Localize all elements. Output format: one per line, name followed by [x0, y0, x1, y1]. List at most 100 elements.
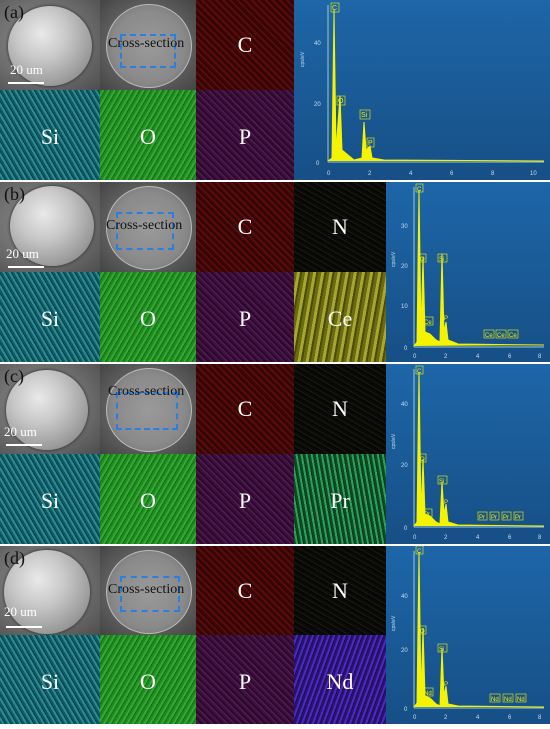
peak-label: O: [420, 629, 425, 635]
map-label: O: [140, 306, 156, 331]
eds-map-si: Si: [0, 454, 100, 544]
map-label: Pr: [330, 488, 350, 513]
eds-map-p: P: [196, 90, 294, 180]
x-tick: 8: [491, 171, 495, 177]
cross-section-image: Cross-section: [100, 364, 196, 454]
cross-section-label: Cross-section: [108, 384, 185, 399]
peak-label: P: [368, 140, 373, 147]
peak-label: C: [417, 187, 422, 193]
map-label: Si: [40, 306, 60, 331]
peak-label: O: [420, 257, 425, 263]
eds-spectrum: cps/eV 0 20 40 0 2 4 6 8 C O Si N Nd P N…: [386, 545, 550, 724]
eds-map-n: N: [294, 546, 386, 635]
spectrum-plot: cps/eV 0 10 20 30 0 2 4 6 8 C O Si N Ce …: [391, 183, 545, 360]
peak-label: C: [417, 549, 422, 555]
panel-b: (b) 20 um Cross-section C N Si O P Ce cp…: [0, 182, 550, 362]
y-tick: 40: [401, 594, 408, 600]
peak-label: Pr: [479, 515, 485, 521]
map-label: O: [140, 124, 156, 149]
x-tick: 6: [508, 354, 512, 360]
x-tick: 0: [327, 171, 331, 177]
y-tick: 30: [401, 224, 408, 230]
eds-map-p: P: [196, 454, 294, 544]
map-label: Si: [40, 124, 60, 149]
peak-label: Nd: [504, 697, 512, 703]
eds-map-ce: Ce: [294, 272, 386, 362]
y-tick: 20: [314, 102, 321, 108]
svg-text:cps/eV: cps/eV: [391, 251, 397, 267]
map-label: N: [332, 214, 348, 239]
x-tick: 4: [476, 715, 480, 721]
peak-label: P: [444, 316, 448, 322]
eds-spectrum: cps/eV 0 10 20 30 0 2 4 6 8 C O Si N Ce …: [386, 182, 550, 362]
cross-section-image: Cross-section: [100, 182, 196, 272]
y-tick: 20: [401, 648, 408, 654]
spectrum-plot: cps/eV 0 20 40 0 2 4 6 8 10 C O Si P: [300, 2, 545, 177]
y-tick: 10: [401, 304, 408, 310]
peak-label: P: [444, 500, 448, 506]
cross-section-label: Cross-section: [106, 218, 183, 233]
svg-text:cps/eV: cps/eV: [300, 51, 306, 67]
x-tick: 4: [476, 535, 480, 541]
x-tick: 2: [368, 171, 372, 177]
eds-map-si: Si: [0, 90, 100, 180]
cross-section-image: Cross-section: [100, 546, 196, 635]
map-label: P: [238, 124, 252, 149]
peak-label: Ce: [485, 333, 493, 339]
peak-label: Si: [439, 647, 444, 653]
eds-spectrum: cps/eV 0 20 40 0 2 4 6 8 C O Si N Pr P P…: [386, 364, 550, 544]
eds-map-c: C: [196, 364, 294, 454]
x-tick: 0: [413, 354, 417, 360]
map-label: O: [140, 669, 156, 694]
scale-label: 20 um: [4, 424, 37, 439]
map-label: P: [238, 669, 252, 694]
scale-label: 20 um: [4, 604, 37, 619]
x-tick: 4: [409, 171, 413, 177]
eds-map-c: C: [196, 0, 294, 90]
x-tick: 0: [413, 535, 417, 541]
map-label: Si: [40, 488, 60, 513]
svg-text:cps/eV: cps/eV: [391, 615, 397, 631]
map-label: P: [238, 488, 252, 513]
eds-map-si: Si: [0, 635, 100, 724]
eds-map-c: C: [196, 182, 294, 272]
x-tick: 2: [444, 354, 448, 360]
map-label: C: [237, 396, 253, 421]
y-tick: 40: [314, 41, 321, 47]
peak-label: N: [417, 692, 421, 698]
svg-text:cps/eV: cps/eV: [391, 433, 397, 449]
peak-label: C: [332, 5, 337, 12]
spectrum-plot: cps/eV 0 20 40 0 2 4 6 8 C O Si N Pr P P…: [391, 365, 545, 541]
y-tick: 0: [404, 346, 408, 352]
peak-label: Si: [439, 257, 444, 263]
eds-spectrum: cps/eV 0 20 40 0 2 4 6 8 10 C O Si P: [294, 0, 550, 180]
map-label: C: [237, 578, 253, 603]
y-tick: 0: [404, 526, 408, 532]
peak-label: Pr: [503, 515, 509, 521]
map-label: P: [238, 306, 252, 331]
x-tick: 4: [476, 354, 480, 360]
panel-a: (a) 20 um Cross-section C Si O P cps/eV …: [0, 0, 550, 180]
peak-label: O: [338, 98, 344, 105]
eds-map-nd: Nd: [294, 635, 386, 724]
panel-label: (b): [4, 184, 25, 204]
sem-sphere-image: (b) 20 um: [0, 182, 100, 272]
x-tick: 8: [538, 715, 542, 721]
peak-label: Si: [361, 112, 368, 119]
eds-map-o: O: [100, 635, 196, 724]
eds-map-p: P: [196, 272, 294, 362]
peak-label: Pr: [424, 512, 430, 518]
scale-label: 20 um: [6, 246, 39, 261]
peak-label: Si: [439, 479, 444, 485]
x-tick: 8: [538, 535, 542, 541]
x-tick: 6: [508, 715, 512, 721]
x-tick: 2: [444, 535, 448, 541]
map-label: Nd: [326, 669, 354, 694]
sem-sphere-image: (d) 20 um: [0, 546, 100, 635]
x-tick: 2: [444, 715, 448, 721]
y-tick: 40: [401, 402, 408, 408]
cross-section-label: Cross-section: [108, 582, 185, 597]
map-label: Si: [40, 669, 60, 694]
y-tick: 20: [401, 264, 408, 270]
cross-section-image: Cross-section: [100, 0, 196, 90]
